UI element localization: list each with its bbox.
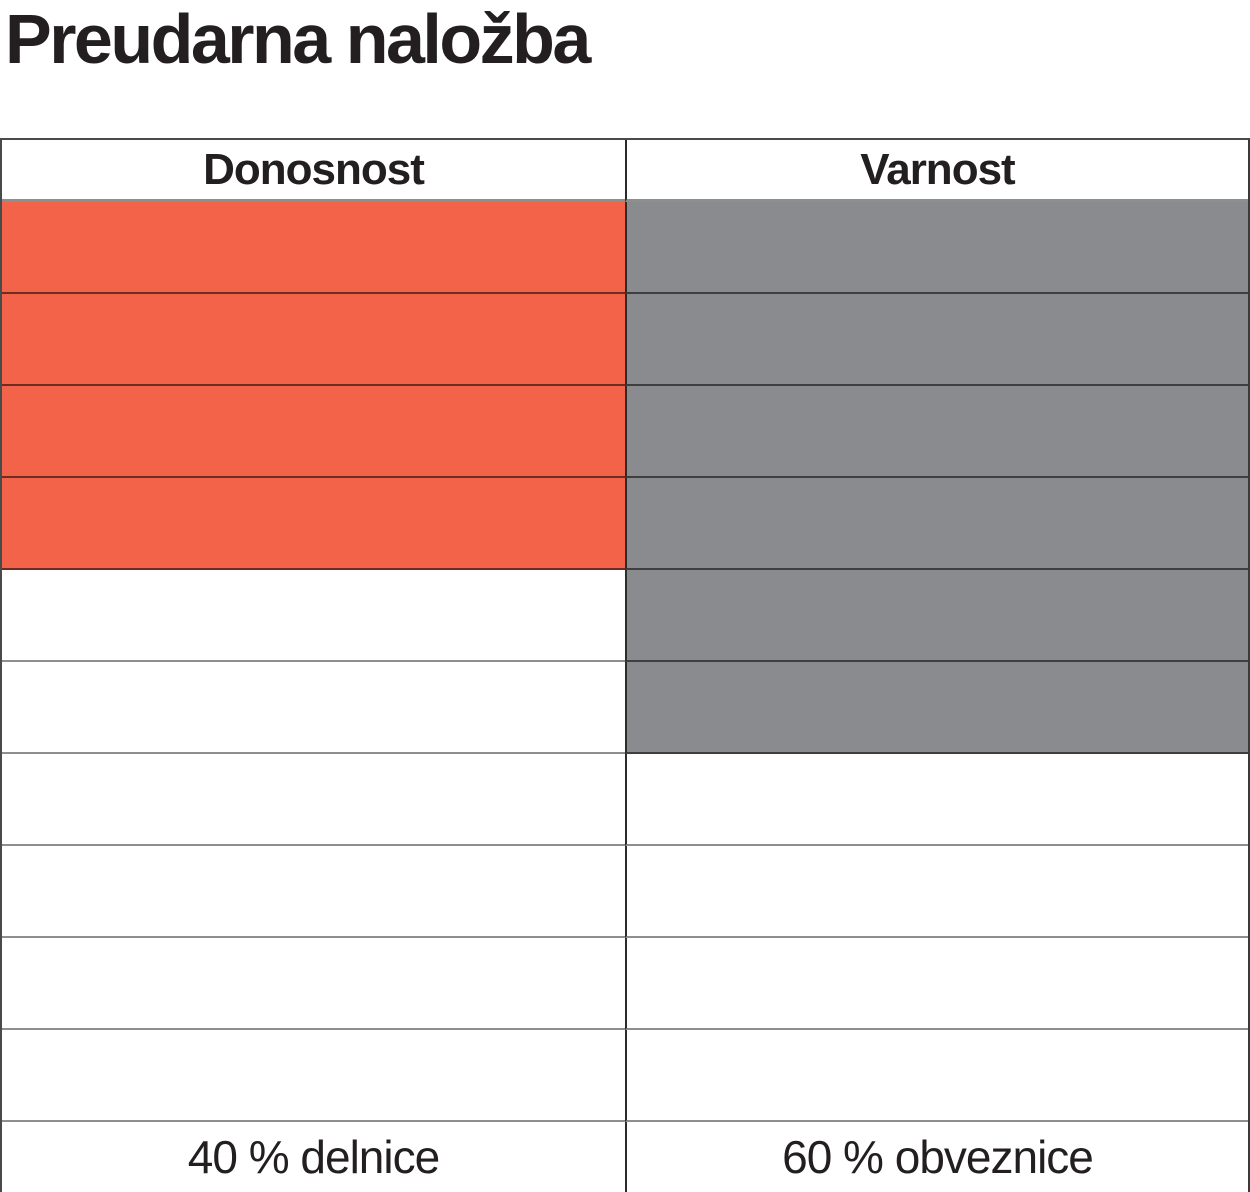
- grid-cell: [625, 386, 1248, 478]
- footer-label-delnice: 40 % delnice: [187, 1131, 440, 1183]
- grid-cell: [625, 938, 1248, 1030]
- grid-cell: [625, 846, 1248, 938]
- grid-cell: [2, 386, 625, 478]
- grid-cell: [2, 202, 625, 294]
- table-footer-row: 40 % delnice 60 % obveznice: [2, 1122, 1248, 1192]
- grid-cell: [625, 1030, 1248, 1122]
- grid-cell: [2, 662, 625, 754]
- grid-cell: [2, 570, 625, 662]
- grid-cell: [2, 1030, 625, 1122]
- grid-cell: [2, 478, 625, 570]
- column-header-varnost: Varnost: [625, 140, 1248, 202]
- title-block: Preudarna naložba: [0, 0, 1250, 138]
- allocation-table: Donosnost Varnost 40 % delnice 60 % obve…: [0, 138, 1250, 1192]
- column-header-donosnost: Donosnost: [2, 140, 625, 202]
- grid-cell: [625, 570, 1248, 662]
- grid-cell: [625, 202, 1248, 294]
- footer-label-obveznice: 60 % obveznice: [625, 1122, 1248, 1192]
- grid-cell: [2, 846, 625, 938]
- grid-cell: [2, 294, 625, 386]
- cell-grid: [2, 202, 1248, 1122]
- page-title: Preudarna naložba: [5, 0, 591, 78]
- grid-cell: [625, 294, 1248, 386]
- grid-cell: [2, 938, 625, 1030]
- table-header-row: Donosnost Varnost: [2, 140, 1248, 202]
- grid-cell: [625, 478, 1248, 570]
- grid-cell: [625, 662, 1248, 754]
- grid-cell: [625, 754, 1248, 846]
- grid-cell: [2, 754, 625, 846]
